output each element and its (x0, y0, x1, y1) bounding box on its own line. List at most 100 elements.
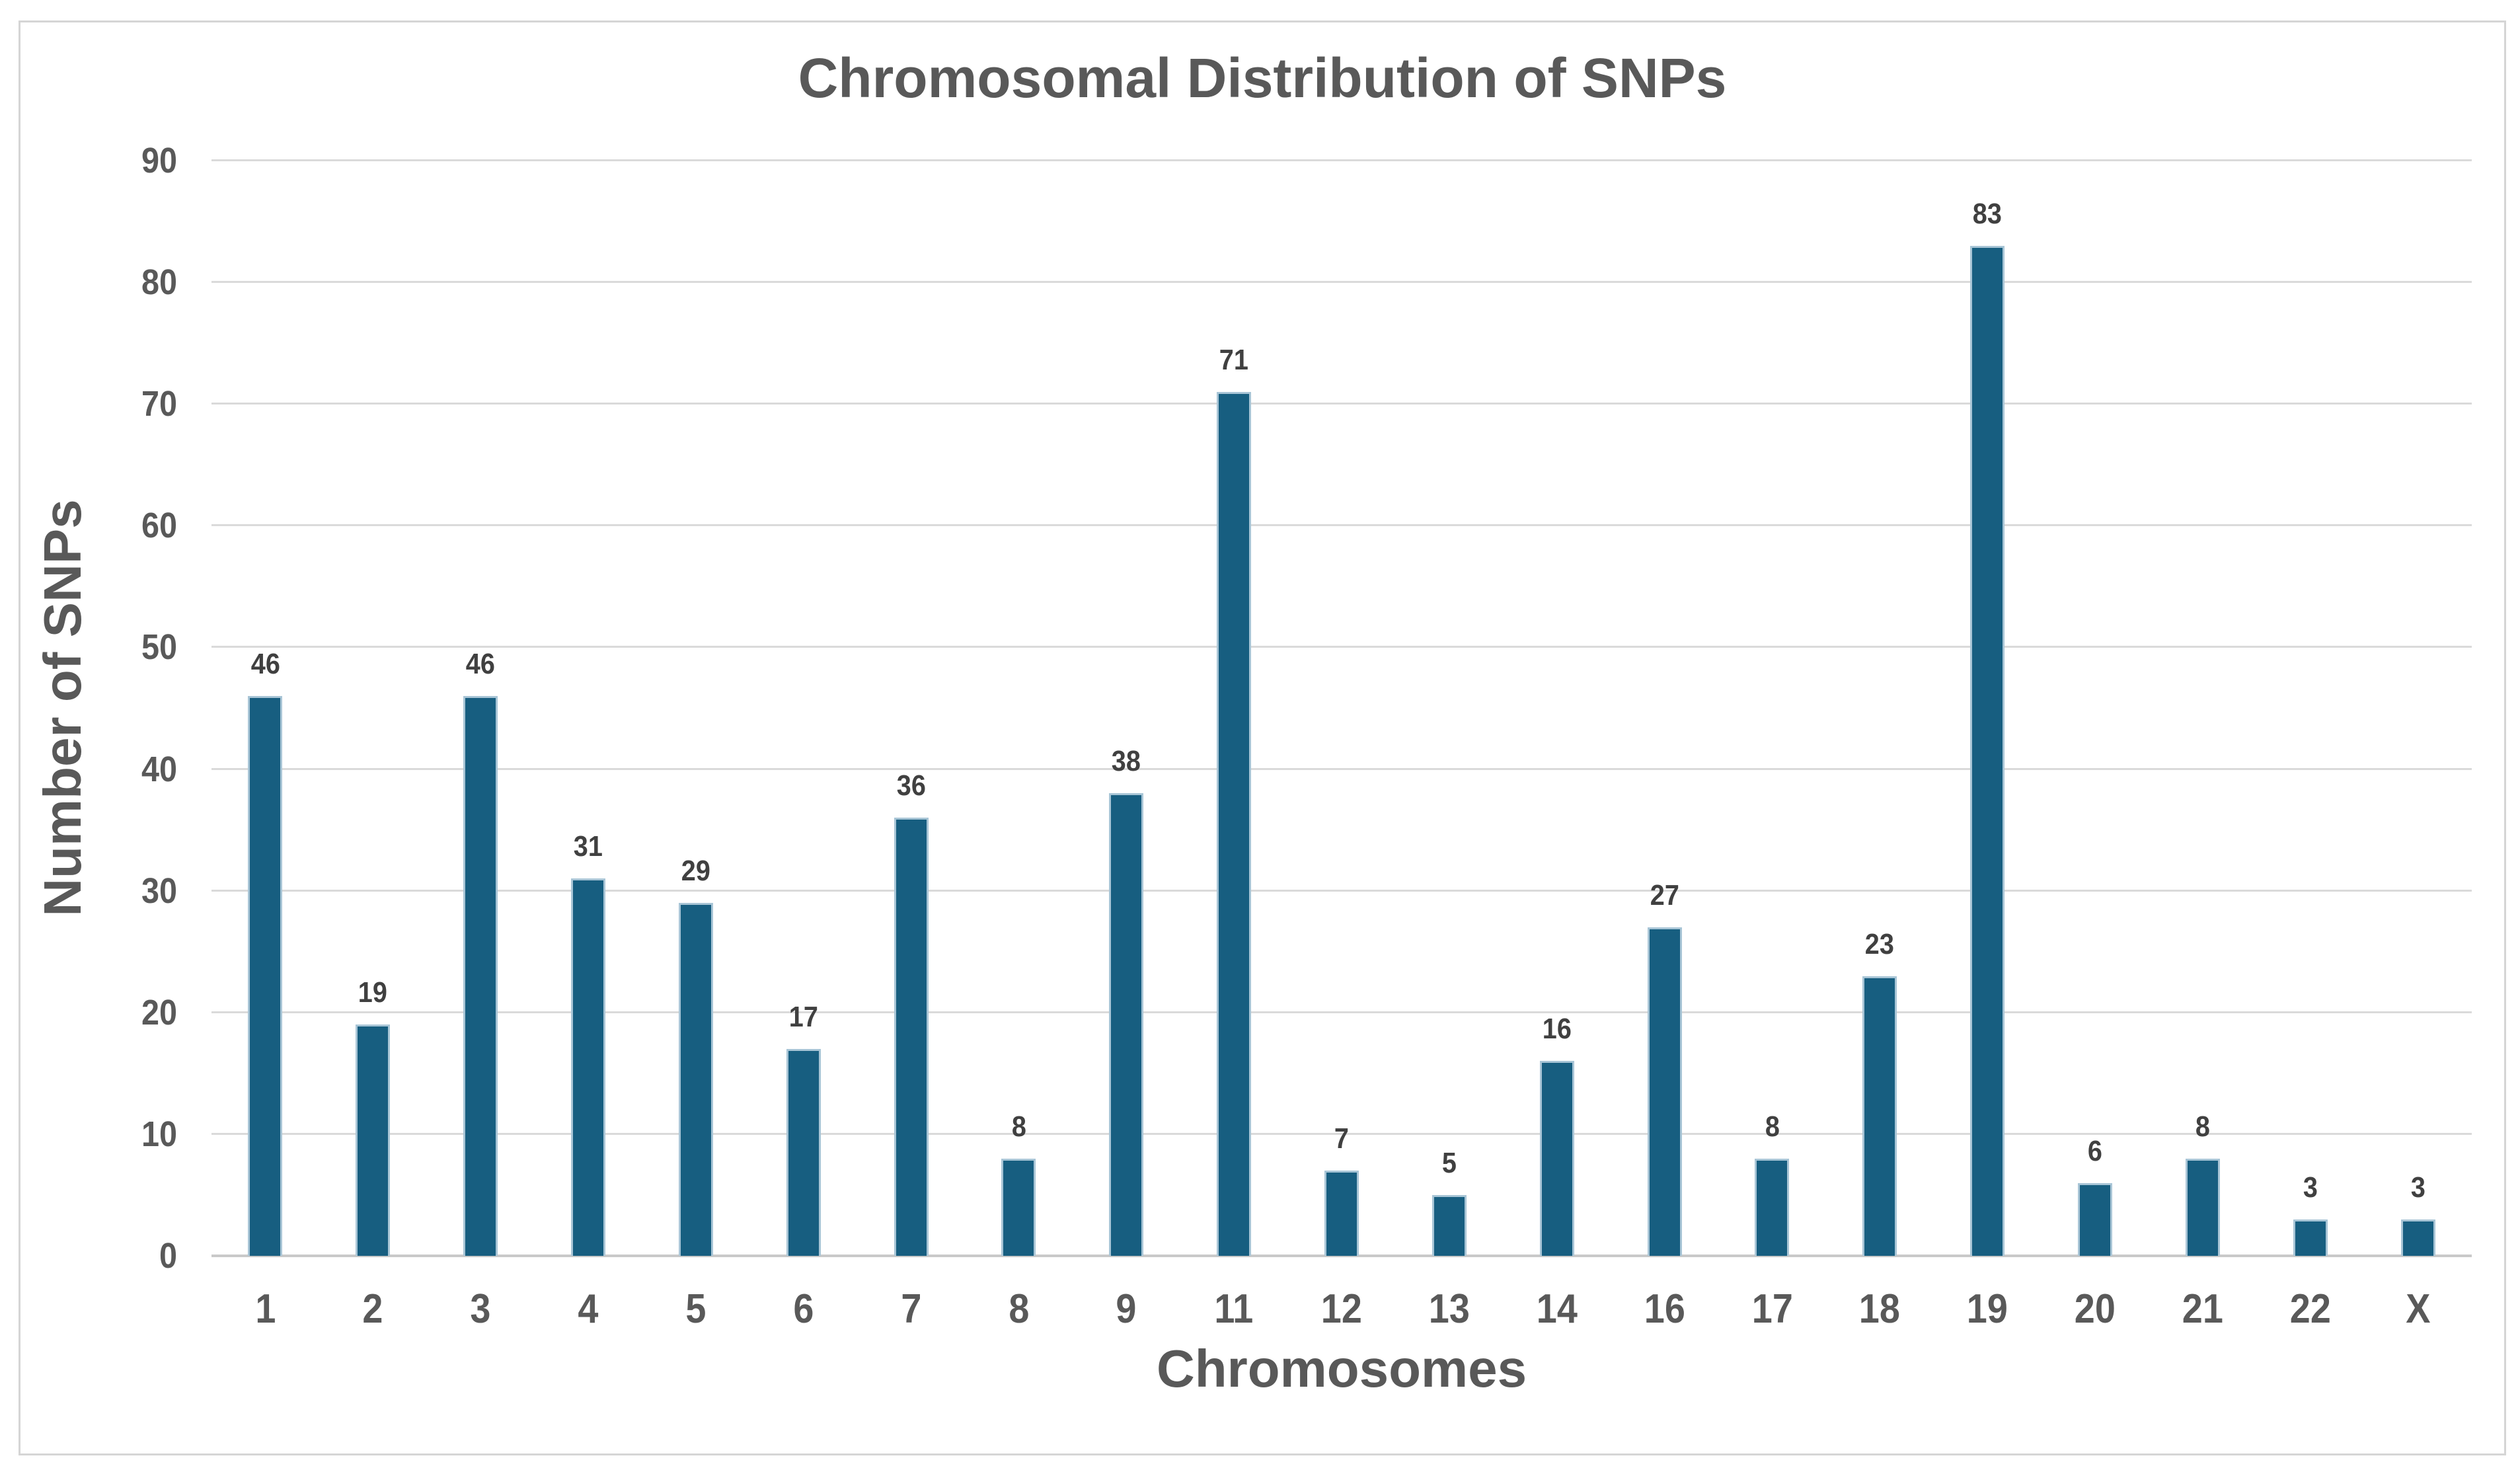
bar-slot: 8 21 (2149, 161, 2256, 1329)
bar (463, 696, 498, 1256)
gridline (211, 889, 2472, 892)
gridline (211, 767, 2472, 770)
gridline (211, 1011, 2472, 1013)
bar-value-label: 5 (1441, 1146, 1457, 1179)
bar-value-label: 29 (681, 855, 710, 888)
x-axis-title: Chromosomes (1156, 1339, 1527, 1398)
bar-slot: 16 14 (1503, 161, 1611, 1330)
bar-value-label: 8 (1765, 1110, 1780, 1143)
x-tick-label: 17 (1751, 1286, 1793, 1332)
bar (786, 1049, 821, 1256)
bar (356, 1025, 391, 1256)
y-tick-label: 80 (141, 262, 177, 303)
bar-slot: 3 22 (2256, 161, 2364, 1329)
x-tick-label: 20 (2074, 1286, 2116, 1332)
x-tick-label: 11 (1214, 1286, 1254, 1332)
x-tick-label: 13 (1428, 1286, 1470, 1332)
bar-slot: 23 18 (1826, 161, 1934, 1329)
x-tick-label: 8 (1008, 1286, 1029, 1332)
y-tick-label: 10 (141, 1114, 177, 1154)
gridline (211, 159, 2472, 161)
bar-value-label: 6 (2087, 1134, 2102, 1167)
gridline (211, 524, 2472, 527)
x-tick-label: 14 (1536, 1286, 1578, 1332)
bar (1539, 1061, 1574, 1256)
bar-slot: 46 3 (427, 161, 535, 1330)
chart-border-frame: Chromosomal Distribution of SNPs Number … (19, 20, 2506, 1455)
x-tick-label: 21 (2182, 1286, 2223, 1332)
bar-slot: 83 19 (1934, 161, 2042, 1329)
bar (248, 696, 283, 1256)
bar (1432, 1194, 1467, 1256)
bar-slot: 19 2 (319, 161, 427, 1330)
bar (2185, 1158, 2220, 1256)
bar (1755, 1158, 1790, 1256)
y-tick-label: 40 (141, 749, 177, 789)
bar-slot: 38 9 (1073, 161, 1180, 1330)
gridline (211, 646, 2472, 648)
bar-value-label: 8 (2195, 1110, 2210, 1143)
bar (1970, 245, 2005, 1256)
x-tick-label: 4 (578, 1286, 599, 1332)
bar-value-label: 46 (250, 648, 280, 681)
bar-value-label: 3 (2303, 1171, 2318, 1204)
bar (1109, 793, 1144, 1256)
x-tick-label: 3 (470, 1286, 491, 1332)
bar (2400, 1219, 2435, 1256)
bar (1862, 976, 1897, 1256)
bar-value-label: 19 (358, 976, 388, 1009)
bar-slot: 31 4 (535, 161, 642, 1330)
bar (570, 878, 605, 1256)
bar (678, 903, 713, 1256)
bar-slot: 29 5 (642, 161, 749, 1330)
bar (2293, 1219, 2328, 1256)
bar-slot: 7 12 (1288, 161, 1396, 1330)
x-tick-label: 22 (2289, 1286, 2331, 1332)
bar (1324, 1171, 1359, 1256)
x-tick-label: X (2405, 1286, 2431, 1332)
bar-value-label: 3 (2410, 1171, 2425, 1204)
y-axis-title: Number of SNPs (33, 499, 92, 917)
bar-slot: 5 13 (1395, 161, 1503, 1329)
x-tick-label: 2 (362, 1286, 383, 1332)
x-tick-label: 5 (685, 1286, 706, 1332)
x-tick-label: 18 (1859, 1286, 1901, 1332)
bar (1647, 927, 1682, 1256)
bar-slot: 17 6 (749, 161, 857, 1330)
x-tick-label: 12 (1320, 1286, 1363, 1332)
y-tick-label: 70 (141, 384, 177, 424)
x-axis-line (211, 1255, 2472, 1257)
gridline (211, 403, 2472, 405)
y-tick-label: 90 (141, 141, 177, 180)
x-tick-label: 7 (901, 1286, 922, 1332)
bar-value-label: 17 (788, 1001, 818, 1034)
plot-area: 0 10 20 30 40 50 60 70 80 90 46 1 19 2 46 3 31 4 29 5 17 6 36 7… (141, 143, 2472, 1330)
bar-value-label: 36 (896, 769, 926, 802)
y-tick-label: 0 (159, 1236, 177, 1276)
bar-value-label: 31 (573, 830, 603, 863)
y-tick-label: 20 (141, 992, 177, 1032)
bar-slot: 36 7 (857, 161, 965, 1330)
bar-slot: 71 11 (1180, 161, 1288, 1329)
x-tick-label: 9 (1116, 1286, 1137, 1332)
gridline (211, 1132, 2472, 1135)
y-tick-label: 60 (141, 506, 177, 546)
x-tick-label: 16 (1644, 1286, 1685, 1332)
bar-slot: 27 16 (1611, 161, 1718, 1329)
bar-value-label: 46 (466, 648, 496, 681)
bar-value-label: 83 (1973, 197, 2003, 230)
chart-title: Chromosomal Distribution of SNPs (798, 47, 1727, 109)
bar-slot: 8 17 (1718, 161, 1826, 1329)
bar-slot: 46 1 (211, 161, 319, 1330)
x-tick-label: 6 (793, 1286, 814, 1332)
bar-value-label: 23 (1865, 927, 1895, 960)
bar-value-label: 38 (1112, 745, 1141, 778)
bar-value-label: 8 (1011, 1110, 1026, 1143)
bar (1217, 391, 1252, 1256)
x-tick-label: 1 (254, 1286, 276, 1332)
bar-slot: 6 20 (2042, 161, 2149, 1329)
bar (2077, 1182, 2112, 1256)
